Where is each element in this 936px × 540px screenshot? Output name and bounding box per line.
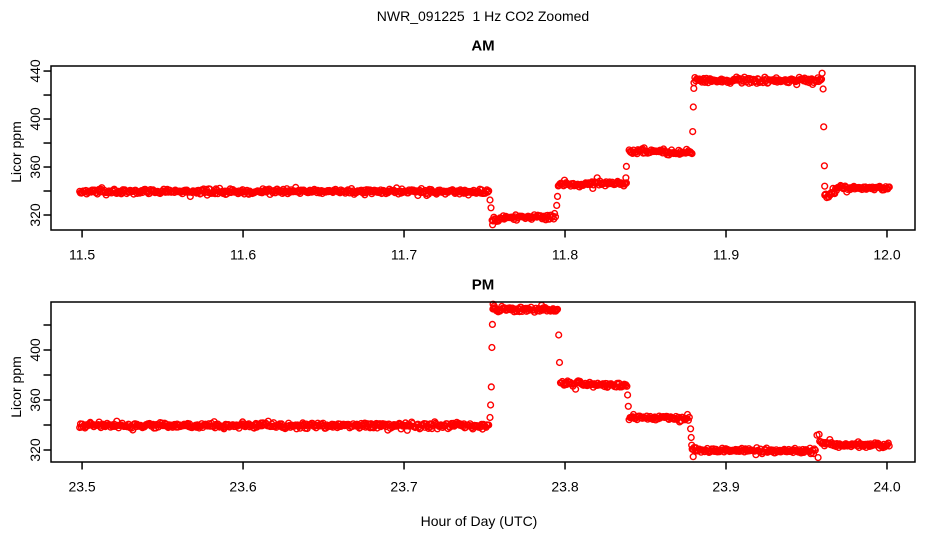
am-panel: 11.5 11.6 11.7 11.8 11.9 12.0 320 360 400 440 [27, 59, 916, 263]
am-x-tick-label: 11.8 [552, 247, 578, 263]
pm-x-tick-label: 23.8 [551, 479, 578, 495]
pm-y-tick-label: 400 [27, 338, 43, 362]
am-y-tick-label: 320 [27, 203, 43, 227]
am-panel-title: AM [471, 37, 495, 55]
pm-axes [50, 301, 916, 463]
pm-x-axis-ticks: 23.5 23.6 23.7 23.8 23.9 24.0 [68, 462, 901, 495]
pm-panel-title: PM [471, 276, 495, 294]
pm-data-points [76, 300, 893, 462]
pm-x-tick-label: 23.5 [68, 479, 95, 495]
am-y-tick-label: 360 [27, 155, 43, 179]
am-axes [50, 65, 916, 231]
pm-x-tick-label: 23.9 [712, 479, 739, 495]
pm-y-tick-label: 320 [27, 438, 43, 462]
pm-panel: 23.5 23.6 23.7 23.8 23.9 24.0 320 360 400 [27, 300, 916, 495]
pm-plot-box [50, 301, 916, 463]
am-x-tick-label: 11.6 [230, 247, 256, 263]
am-y-axis-ticks: 320 360 400 440 [27, 59, 51, 227]
am-x-tick-label: 11.5 [69, 247, 95, 263]
am-x-tick-label: 11.9 [713, 247, 739, 263]
pm-y-tick-label: 360 [27, 388, 43, 412]
pm-x-tick-label: 23.7 [390, 479, 417, 495]
am-data-points [76, 69, 893, 229]
x-axis-label: Hour of Day (UTC) [420, 513, 538, 529]
am-x-axis-ticks: 11.5 11.6 11.7 11.8 11.9 12.0 [69, 230, 901, 263]
am-y-tick-label: 400 [27, 107, 43, 131]
pm-y-axis-ticks: 320 360 400 [27, 324, 51, 462]
pm-x-tick-label: 23.6 [229, 479, 256, 495]
figure-title: NWR_091225 1 Hz CO2 Zoomed [376, 8, 590, 24]
am-x-tick-label: 12.0 [873, 247, 900, 263]
pm-x-tick-label: 24.0 [873, 479, 900, 495]
am-plot-box [50, 65, 916, 231]
am-y-tick-label: 440 [27, 59, 43, 83]
am-x-tick-label: 11.7 [391, 247, 417, 263]
